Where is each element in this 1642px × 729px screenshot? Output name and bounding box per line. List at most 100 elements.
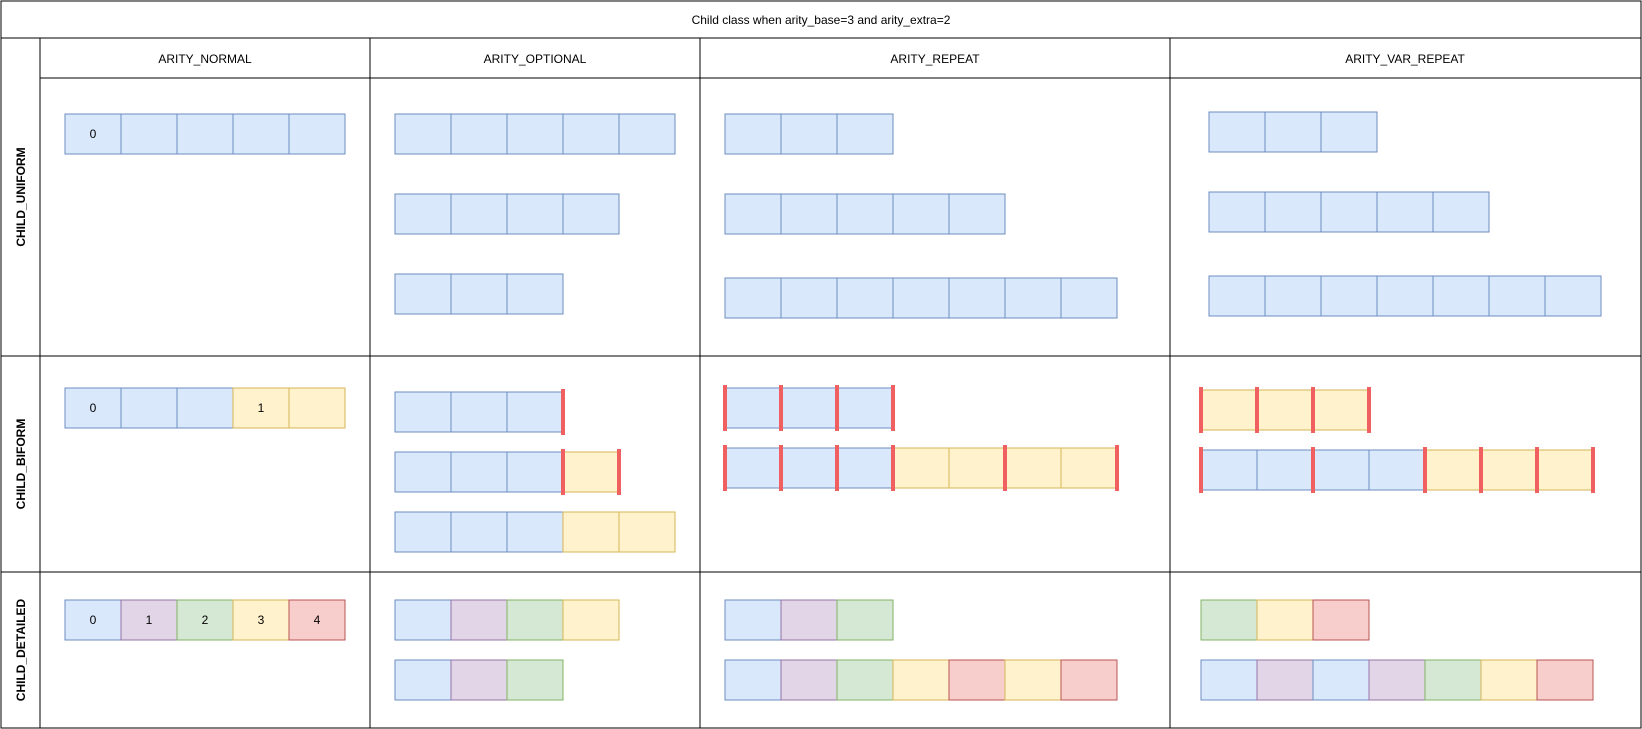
child-slot-blue xyxy=(562,193,620,235)
child-slot-blue xyxy=(1208,275,1266,317)
child-slot-blue xyxy=(836,447,894,489)
child-strip xyxy=(394,511,676,553)
child-slot-blue xyxy=(394,273,452,315)
child-slot-blue xyxy=(506,451,564,493)
child-slot-blue xyxy=(1200,659,1258,701)
child-slot-blue xyxy=(780,387,838,429)
child-slot-blue xyxy=(724,277,782,319)
child-slot-blue xyxy=(64,599,122,641)
child-slot-blue xyxy=(506,391,564,433)
child-slot-blue xyxy=(288,113,346,155)
cell-child-uniform-arity-normal: 0 xyxy=(64,113,346,155)
child-slot-yellow xyxy=(1200,389,1258,431)
child-slot-blue xyxy=(394,193,452,235)
child-slot-red xyxy=(288,599,346,641)
child-strip xyxy=(724,113,894,155)
child-strip xyxy=(394,389,565,435)
child-slot-yellow xyxy=(562,451,620,493)
child-index-label: 2 xyxy=(202,613,209,627)
child-slot-blue xyxy=(1320,191,1378,233)
child-slot-blue xyxy=(724,193,782,235)
child-slot-yellow xyxy=(1480,449,1538,491)
child-slot-blue xyxy=(1312,449,1370,491)
cell-child-detailed-arity-var-repeat xyxy=(1200,599,1594,701)
child-slot-purple xyxy=(450,599,508,641)
child-slot-blue xyxy=(1320,111,1378,153)
group-boundary-marker xyxy=(835,445,839,491)
cell-child-detailed-arity-normal: 0 1 2 3 4 xyxy=(64,599,346,641)
child-slot-blue xyxy=(506,511,564,553)
cell-child-uniform-arity-optional xyxy=(394,113,676,315)
child-slot-red xyxy=(1312,599,1370,641)
child-index-label: 1 xyxy=(146,613,153,627)
child-strip xyxy=(394,273,564,315)
group-boundary-marker xyxy=(1003,445,1007,491)
group-boundary-marker xyxy=(561,389,565,435)
child-strip xyxy=(394,599,620,641)
child-slot-blue xyxy=(176,113,234,155)
column-header-arity-optional: ARITY_OPTIONAL xyxy=(484,52,587,66)
child-slot-blue xyxy=(562,113,620,155)
child-slot-blue xyxy=(1368,449,1426,491)
cell-child-uniform-arity-repeat xyxy=(724,113,1118,319)
child-slot-blue xyxy=(1544,275,1602,317)
child-slot-blue xyxy=(450,391,508,433)
child-slot-blue xyxy=(64,387,122,429)
group-boundary-marker xyxy=(723,385,727,431)
child-slot-yellow xyxy=(1004,447,1062,489)
child-slot-blue xyxy=(1432,191,1490,233)
child-slot-blue xyxy=(836,113,894,155)
child-slot-blue xyxy=(780,193,838,235)
child-slot-blue xyxy=(618,113,676,155)
child-slot-yellow xyxy=(562,599,620,641)
child-slot-blue xyxy=(394,511,452,553)
child-strip xyxy=(1199,447,1595,493)
child-slot-red xyxy=(1536,659,1594,701)
child-slot-yellow xyxy=(562,511,620,553)
child-slot-purple xyxy=(1368,659,1426,701)
child-slot-blue xyxy=(1488,275,1546,317)
child-slot-green xyxy=(836,659,894,701)
child-slot-yellow xyxy=(948,447,1006,489)
group-boundary-marker xyxy=(1535,447,1539,493)
child-slot-green xyxy=(1200,599,1258,641)
child-slot-blue xyxy=(506,113,564,155)
row-label-child-biform: CHILD_BIFORM xyxy=(14,419,28,510)
column-headers: ARITY_NORMAL ARITY_OPTIONAL ARITY_REPEAT AR… xyxy=(158,52,1465,66)
child-slot-blue xyxy=(120,113,178,155)
child-strip xyxy=(724,599,894,641)
child-slot-yellow xyxy=(1004,659,1062,701)
child-strip xyxy=(1208,191,1490,233)
group-boundary-marker xyxy=(1479,447,1483,493)
child-slot-blue xyxy=(394,451,452,493)
cell-child-uniform-arity-var-repeat xyxy=(1208,111,1602,317)
child-slot-blue xyxy=(948,277,1006,319)
child-slot-green xyxy=(176,599,234,641)
child-slot-green xyxy=(506,659,564,701)
row-label-child-uniform: CHILD_UNIFORM xyxy=(14,147,28,246)
child-strip xyxy=(394,659,564,701)
child-slot-blue xyxy=(1264,191,1322,233)
child-slot-green xyxy=(506,599,564,641)
group-boundary-marker xyxy=(1199,447,1203,493)
child-index-label: 3 xyxy=(258,613,265,627)
child-strip xyxy=(724,277,1118,319)
child-slot-blue xyxy=(724,599,782,641)
child-strip xyxy=(394,113,676,155)
child-index-label: 4 xyxy=(314,613,321,627)
group-boundary-marker xyxy=(1423,447,1427,493)
child-slot-red xyxy=(948,659,1006,701)
group-boundary-marker xyxy=(1199,387,1203,433)
group-boundary-marker xyxy=(779,385,783,431)
group-boundary-marker xyxy=(1255,387,1259,433)
group-boundary-marker xyxy=(1311,447,1315,493)
group-boundary-marker xyxy=(617,449,621,495)
child-slot-blue xyxy=(450,511,508,553)
child-slot-blue xyxy=(1004,277,1062,319)
cell-child-detailed-arity-optional xyxy=(394,599,620,701)
child-slot-blue xyxy=(450,113,508,155)
